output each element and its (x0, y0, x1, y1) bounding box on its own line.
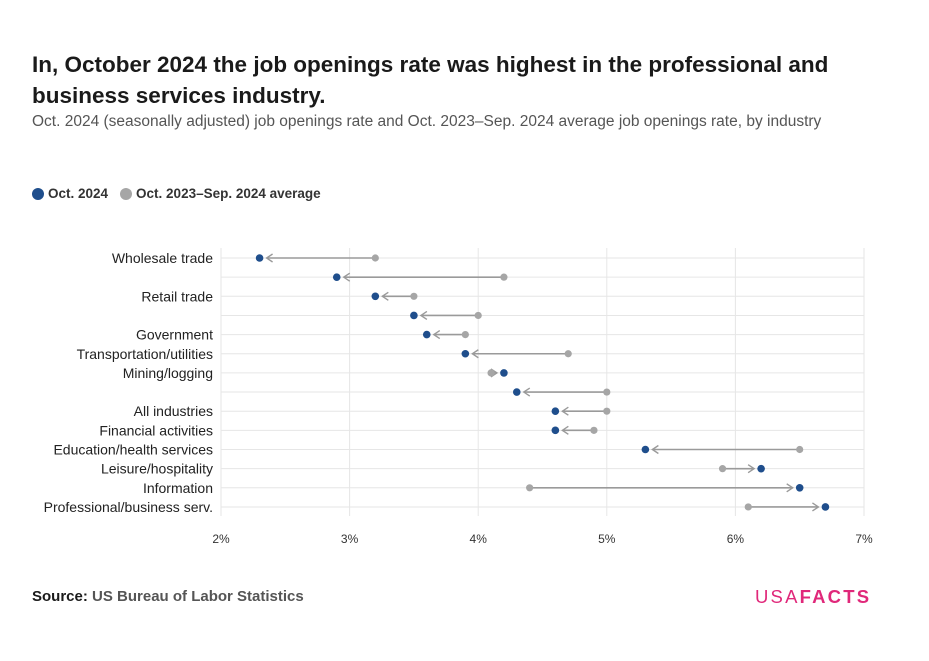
legend-label-average: Oct. 2023–Sep. 2024 average (136, 186, 321, 201)
arrow-head (419, 310, 428, 321)
source-note: Source: US Bureau of Labor Statistics (32, 588, 304, 605)
current-point (551, 426, 560, 435)
category-label: Mining/logging (123, 365, 213, 381)
category-label: Transportation/utilities (77, 346, 213, 362)
legend: Oct. 2024 Oct. 2023–Sep. 2024 average (32, 186, 333, 201)
arrow-head (265, 253, 273, 263)
legend-label-current: Oct. 2024 (48, 186, 109, 201)
current-point (500, 369, 508, 377)
arrow-head (471, 349, 479, 359)
average-point (590, 426, 598, 434)
arrow-head (651, 444, 659, 455)
x-tick-label: 4% (470, 532, 488, 546)
average-point (744, 503, 752, 511)
x-tick-label: 5% (598, 532, 616, 546)
average-point (500, 273, 508, 281)
average-point (718, 465, 727, 473)
average-point (461, 331, 469, 339)
usafacts-logo: USAFACTS (755, 586, 871, 608)
category-label: Professional/business serv. (44, 499, 213, 515)
logo-part-facts: FACTS (799, 586, 872, 607)
category-label: Retail trade (141, 288, 213, 304)
legend-item-average: Oct. 2023–Sep. 2024 average (120, 186, 321, 201)
arrow-head (342, 272, 351, 282)
legend-item-current: Oct. 2024 (32, 186, 108, 201)
x-tick-label: 6% (727, 532, 745, 546)
chart-title: In, October 2024 the job openings rate w… (32, 52, 829, 108)
logo-part-usa: USA (755, 586, 800, 607)
category-label: Government (136, 327, 213, 343)
x-tick-label: 3% (341, 532, 359, 546)
legend-marker-current (32, 187, 44, 200)
current-point (795, 484, 804, 492)
average-point (564, 350, 572, 358)
arrow-head (561, 406, 569, 416)
current-point (512, 388, 521, 396)
average-point (796, 445, 804, 454)
category-label: Leisure/hospitality (101, 461, 213, 477)
arrow-head (786, 483, 794, 493)
arrow-head (432, 330, 441, 340)
arrow-head (812, 502, 820, 512)
arrow-head (747, 464, 756, 474)
source-text: US Bureau of Labor Statistics (92, 588, 304, 605)
current-point (410, 311, 418, 320)
average-point (526, 484, 534, 492)
current-point (551, 407, 560, 416)
current-point (641, 445, 650, 454)
chart-subtitle: Oct. 2024 (seasonally adjusted) job open… (32, 113, 822, 130)
current-point (461, 349, 470, 358)
category-label: Information (143, 480, 213, 496)
arrow-head (381, 291, 389, 301)
x-tick-label: 7% (855, 532, 873, 546)
legend-marker-average (120, 187, 133, 200)
category-label: Wholesale trade (112, 250, 213, 266)
average-point (603, 407, 611, 415)
current-point (255, 254, 264, 262)
average-point (410, 292, 418, 300)
current-point (757, 464, 765, 473)
arrow-head (561, 425, 569, 435)
source-label: Source: (32, 588, 88, 605)
average-point (474, 311, 482, 320)
category-label: Financial activities (99, 422, 213, 438)
average-point (371, 254, 379, 262)
average-point (487, 369, 495, 377)
x-tick-label: 2% (212, 532, 230, 546)
current-point (371, 292, 380, 301)
category-label: Education/health services (53, 442, 213, 458)
current-point (821, 503, 830, 511)
arrow-head (522, 387, 531, 397)
current-point (422, 330, 431, 339)
category-label: All industries (134, 403, 213, 419)
average-point (603, 388, 611, 396)
current-point (332, 273, 341, 281)
